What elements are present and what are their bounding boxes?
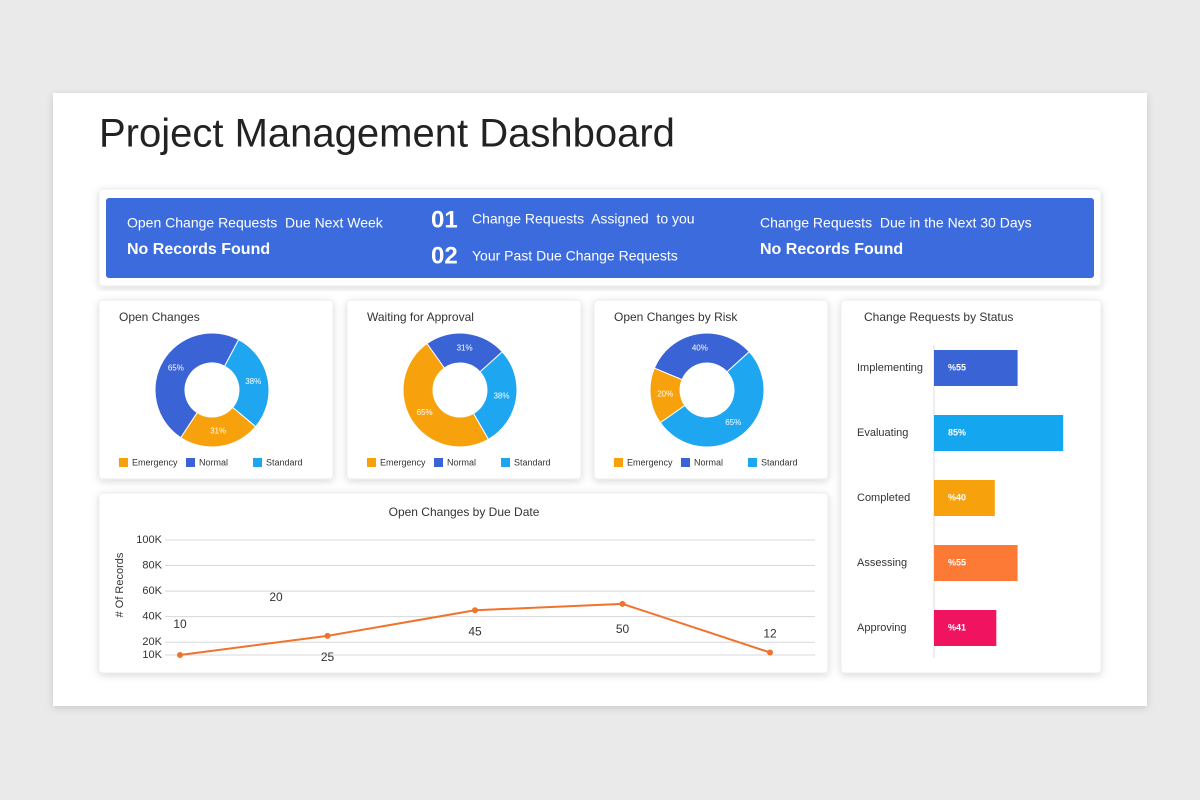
legend-swatch xyxy=(186,458,195,467)
category-label: Evaluating xyxy=(857,427,908,439)
y-tick-label: 60K xyxy=(142,585,162,597)
bar xyxy=(934,480,995,516)
summary-label: Change Requests Due in the Next 30 Days xyxy=(760,215,1032,231)
legend-swatch xyxy=(614,458,623,467)
slice-label: 38% xyxy=(493,392,509,401)
y-axis-label: # Of Records xyxy=(114,552,126,617)
legend-swatch xyxy=(748,458,757,467)
slice-label: 65% xyxy=(168,364,184,373)
legend-label: Normal xyxy=(447,457,476,467)
legend-label: Emergency xyxy=(627,457,673,467)
donut-slice xyxy=(472,351,518,441)
legend-swatch xyxy=(434,458,443,467)
slice-label: 31% xyxy=(457,343,473,352)
page-title: Project Management Dashboard xyxy=(99,112,675,156)
point xyxy=(619,600,626,607)
legend-swatch xyxy=(367,458,376,467)
slice-label: 65% xyxy=(417,408,433,417)
bar xyxy=(934,610,997,646)
point xyxy=(324,632,331,639)
legend-swatch xyxy=(119,458,128,467)
bar-label: %55 xyxy=(948,557,966,567)
y-tick-label: 20K xyxy=(142,636,162,648)
point-label: 10 xyxy=(173,617,187,631)
point-label: 45 xyxy=(468,624,482,638)
legend-label: Normal xyxy=(199,457,228,467)
chart-title: Change Requests by Status xyxy=(864,310,1013,324)
chart-title: Open Changes by Due Date xyxy=(389,505,540,519)
card xyxy=(98,299,334,480)
slice-label: 38% xyxy=(245,377,261,386)
y-tick-label: 10K xyxy=(142,649,162,661)
legend-label: Standard xyxy=(266,457,303,467)
summary-value: No Records Found xyxy=(760,241,903,258)
slice-label: 20% xyxy=(657,390,673,399)
donut-slice xyxy=(223,338,270,428)
point-label: 25 xyxy=(321,650,335,664)
legend-label: Standard xyxy=(761,457,798,467)
card xyxy=(346,299,582,480)
chart-title: Open Changes xyxy=(119,310,200,324)
y-tick-label: 40K xyxy=(142,611,162,623)
bar-label: %41 xyxy=(948,622,966,632)
slice-label: 65% xyxy=(725,418,741,427)
y-tick-label: 100K xyxy=(136,534,162,546)
chart-title: Waiting for Approval xyxy=(367,310,474,324)
chart-title: Open Changes by Risk xyxy=(614,310,738,324)
point-label: 12 xyxy=(763,627,777,641)
card xyxy=(593,299,829,480)
category-label: Assessing xyxy=(857,557,907,569)
bar-label: %40 xyxy=(948,492,966,502)
summary-label: Your Past Due Change Requests xyxy=(472,248,678,264)
y-tick-label: 80K xyxy=(142,559,162,571)
legend-label: Standard xyxy=(514,457,551,467)
point xyxy=(472,607,478,614)
summary-label: Open Change Requests Due Next Week xyxy=(127,215,384,231)
legend-swatch xyxy=(253,458,262,467)
summary-banner xyxy=(106,198,1094,278)
donut-slice xyxy=(154,332,240,439)
slice-label: 40% xyxy=(692,344,708,353)
slice-label: 31% xyxy=(210,427,226,436)
category-label: Completed xyxy=(857,492,910,504)
bar-label: %55 xyxy=(948,362,966,372)
bar xyxy=(934,545,1018,581)
point xyxy=(177,652,183,658)
legend-label: Emergency xyxy=(380,457,426,467)
bar-label: 85% xyxy=(948,427,966,437)
bar xyxy=(934,415,1064,451)
category-label: Approving xyxy=(857,622,907,634)
legend-label: Emergency xyxy=(132,457,178,467)
bar xyxy=(934,350,1018,386)
summary-value: No Records Found xyxy=(127,241,270,258)
donut-slice xyxy=(659,351,765,448)
legend-swatch xyxy=(501,458,510,467)
legend-label: Normal xyxy=(694,457,723,467)
donut-slice xyxy=(653,332,750,381)
category-label: Implementing xyxy=(857,362,923,374)
point xyxy=(767,649,773,656)
annotation: 20 xyxy=(269,590,283,604)
point-label: 50 xyxy=(616,622,630,636)
summary-label: Change Requests Assigned to you xyxy=(472,211,695,227)
legend-swatch xyxy=(681,458,690,467)
donut-slice xyxy=(402,342,490,448)
summary-count: 02 xyxy=(431,242,458,269)
card xyxy=(98,492,829,674)
summary-count: 01 xyxy=(431,206,458,233)
